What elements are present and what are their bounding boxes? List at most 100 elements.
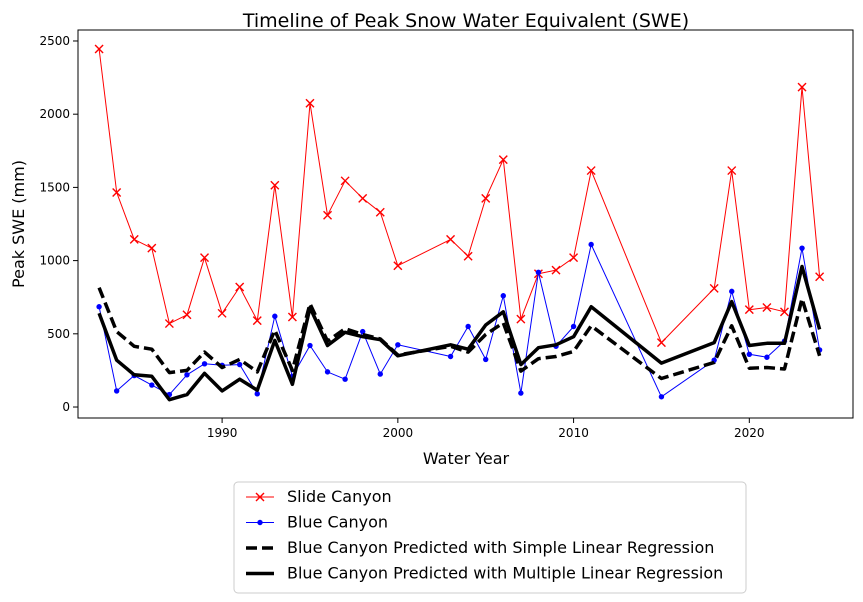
y-tick-label: 2000 (39, 107, 70, 121)
data-point-blue-canyon (342, 376, 348, 382)
data-point-blue-canyon (359, 328, 366, 335)
y-tick-label: 0 (62, 400, 70, 414)
data-point-slide-canyon (446, 234, 456, 244)
legend-marker-blue-canyon (257, 519, 263, 526)
legend-label: Blue Canyon Predicted with Simple Linear… (287, 538, 714, 557)
data-point-slide-canyon (744, 305, 754, 315)
data-point-slide-canyon (164, 319, 174, 329)
marker-x-stroke (551, 265, 561, 275)
marker-x-stroke (762, 302, 772, 312)
data-point-slide-canyon (375, 207, 385, 217)
marker-x-stroke (779, 307, 789, 317)
data-point-slide-canyon (551, 265, 561, 275)
data-point-slide-canyon (235, 282, 245, 292)
marker-x-stroke (569, 253, 579, 263)
x-tick-label: 2000 (383, 426, 414, 440)
data-point-blue-canyon (746, 351, 753, 358)
data-point-blue-canyon (447, 353, 454, 360)
marker-x-stroke (586, 166, 596, 176)
marker-x-stroke (516, 314, 526, 324)
legend-label: Slide Canyon (287, 487, 392, 506)
marker-x-stroke (375, 207, 385, 217)
data-point-blue-canyon (201, 361, 208, 367)
y-axis-label: Peak SWE (mm) (9, 160, 28, 288)
data-point-blue-canyon (588, 241, 594, 248)
marker-x-stroke (463, 251, 473, 261)
data-point-blue-canyon (465, 323, 471, 330)
marker-x-stroke (164, 319, 174, 329)
data-point-blue-canyon (184, 372, 190, 378)
data-point-slide-canyon (200, 253, 210, 263)
marker-x-stroke (656, 338, 666, 348)
marker-x-stroke (200, 253, 210, 263)
plot-frame (77, 29, 854, 419)
marker-x-stroke (393, 261, 403, 271)
legend-label: Blue Canyon Predicted with Multiple Line… (287, 564, 723, 583)
marker-x-stroke (112, 188, 122, 198)
axes: 1990 2000 2010 2020 0 500 1000 1500 2000 2500 (39, 29, 854, 440)
marker-x-stroke (709, 283, 719, 293)
data-point-blue-canyon (500, 293, 506, 299)
data-point-slide-canyon (182, 310, 192, 320)
data-point-blue-canyon (113, 388, 120, 394)
marker-x-stroke (815, 272, 825, 282)
data-point-slide-canyon (393, 261, 403, 271)
marker-x-stroke (94, 44, 104, 54)
data-point-slide-canyon (94, 44, 104, 54)
data-point-slide-canyon (463, 251, 473, 261)
data-point-blue-canyon (307, 342, 313, 349)
marker-x-stroke (498, 155, 508, 165)
marker-x-stroke (323, 210, 333, 220)
marker-x-stroke (129, 234, 139, 244)
marker-x-stroke (270, 180, 280, 190)
marker-x-stroke (252, 316, 262, 326)
y-tick-label: 2500 (39, 34, 70, 48)
data-point-blue-canyon (149, 382, 155, 388)
data-point-blue-canyon (324, 369, 331, 375)
data-point-blue-canyon (254, 391, 260, 397)
data-point-slide-canyon (287, 312, 297, 322)
data-point-slide-canyon (569, 253, 579, 263)
marker-x-stroke (235, 282, 245, 292)
x-axis-label: Water Year (423, 449, 510, 468)
data-point-blue-canyon (799, 245, 805, 251)
x-tick-label: 1990 (207, 426, 238, 440)
legend: Slide Canyon Blue Canyon Blue Canyon Predi… (233, 481, 747, 594)
data-point-slide-canyon (516, 314, 526, 324)
data-point-slide-canyon (656, 338, 666, 348)
data-point-slide-canyon (358, 193, 368, 203)
y-tick-label: 1500 (39, 180, 70, 194)
marker-x-stroke (255, 492, 265, 502)
data-point-slide-canyon (815, 272, 825, 282)
marker-x-stroke (481, 193, 491, 203)
marker-x-stroke (358, 193, 368, 203)
series-line-blue-canyon-predicted-with-multiple-linear-regression (97, 264, 822, 402)
data-point-blue-canyon (96, 304, 102, 310)
data-point-slide-canyon (340, 176, 350, 186)
marker-x-stroke (340, 176, 350, 186)
marker-x-stroke (797, 82, 807, 92)
data-point-slide-canyon (779, 307, 789, 317)
data-point-blue-canyon (535, 269, 542, 276)
data-point-slide-canyon (727, 166, 737, 176)
data-point-slide-canyon (762, 302, 772, 312)
data-point-blue-canyon (395, 342, 401, 348)
data-point-slide-canyon (323, 210, 333, 220)
y-tick-label: 500 (47, 327, 70, 341)
data-point-slide-canyon (147, 243, 157, 253)
marker-x-stroke (182, 310, 192, 320)
chart-title: Timeline of Peak Snow Water Equivalent (… (242, 10, 689, 32)
marker-x-stroke (446, 234, 456, 244)
data-point-slide-canyon (270, 180, 280, 190)
data-point-slide-canyon (586, 166, 596, 176)
data-point-slide-canyon (481, 193, 491, 203)
data-point-blue-canyon (570, 323, 577, 330)
legend-marker-slide-canyon (255, 492, 265, 502)
data-point-slide-canyon (305, 98, 315, 108)
data-point-slide-canyon (252, 316, 262, 326)
marker-x-stroke (744, 305, 754, 315)
data-point-slide-canyon (129, 234, 139, 244)
data-point-blue-canyon (236, 361, 243, 368)
data-point-slide-canyon (797, 82, 807, 92)
legend-label: Blue Canyon (287, 513, 388, 532)
